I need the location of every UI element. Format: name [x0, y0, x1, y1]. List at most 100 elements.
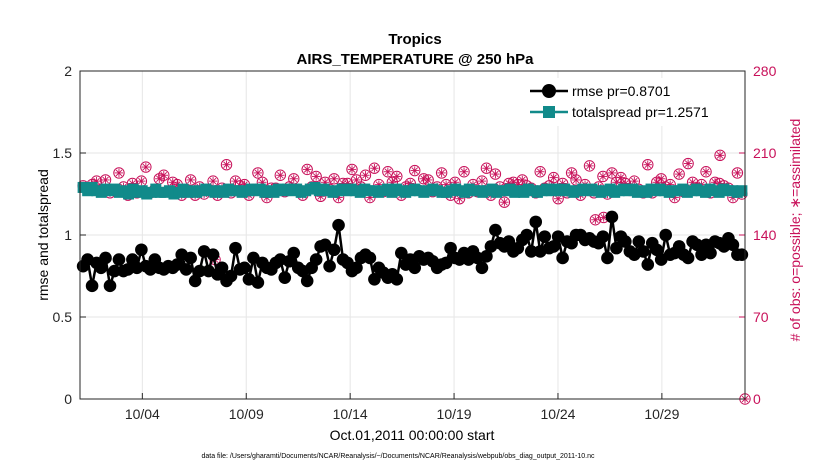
rmse-point: [726, 238, 740, 252]
obs-count-point: [409, 164, 421, 177]
obs-count-point: [589, 214, 602, 226]
obs-count-point: [422, 174, 434, 186]
obs-count-point: [615, 171, 627, 184]
obs-count-point: [516, 174, 528, 186]
right-tick-label: 70: [753, 309, 769, 325]
rmse-point: [135, 243, 148, 257]
rmse-point: [300, 274, 314, 288]
obs-count-point: [731, 167, 744, 179]
rmse-point: [502, 235, 516, 248]
x-tick-label: 10/24: [540, 406, 575, 422]
plot-frame: [79, 70, 746, 400]
rmse-point: [229, 241, 242, 255]
rmse-point: [408, 261, 422, 275]
rmse-series: [76, 210, 749, 293]
rmse-point: [619, 235, 632, 248]
obs-count-point: [583, 160, 596, 172]
obs-count-point: [655, 173, 667, 185]
obs-count-point: [252, 167, 264, 179]
obs-count-point: [476, 175, 488, 187]
obs-count-point: [274, 169, 286, 181]
rmse-point: [309, 253, 323, 266]
rmse-point: [390, 272, 404, 286]
obs-count-point: [135, 175, 148, 187]
rmse-point: [215, 261, 229, 275]
rmse-point: [529, 215, 543, 229]
y-axis-label: rmse and totalspread: [35, 169, 51, 301]
x-axis-label: Oct.01,2011 00:00:00 start: [330, 427, 495, 443]
totalspread-series: [77, 181, 748, 200]
rmse-point: [179, 263, 193, 276]
rmse-point: [238, 261, 251, 275]
legend-spread-label: totalspread pr=1.2571: [572, 104, 709, 120]
left-tick-label: 2: [64, 63, 72, 79]
obs-count-point: [310, 170, 322, 183]
legend: rmse pr=0.8701 totalspread pr=1.2571: [528, 78, 738, 126]
rmse-point: [650, 243, 664, 257]
legend-box: [528, 78, 738, 126]
rmse-point: [547, 240, 560, 253]
obs-count-point: [480, 162, 493, 174]
obs-count-point: [673, 168, 685, 180]
rmse-point: [103, 279, 117, 293]
obs-count-point: [184, 174, 197, 186]
rmse-point: [332, 218, 345, 232]
rmse-point: [641, 258, 655, 271]
totalspread-point: [736, 185, 748, 197]
rmse-point: [112, 253, 126, 266]
obs-count-point: [458, 166, 470, 178]
obs-count-point: [714, 149, 726, 162]
right-tick-label: 140: [753, 227, 777, 243]
obs-count-point: [288, 173, 300, 185]
rmse-point: [206, 248, 220, 261]
obs-count-point: [606, 167, 618, 179]
rmse-point: [690, 238, 704, 252]
legend-rmse-marker: [542, 84, 556, 98]
obs-count-point: [498, 196, 511, 208]
rmse-point: [193, 264, 206, 278]
chart-title: Tropics: [388, 31, 441, 48]
left-tick-label: 0: [64, 391, 72, 407]
x-tick-label: 10/09: [229, 406, 264, 422]
chart-subtitle: AIRS_TEMPERATURE @ 250 hPa: [297, 51, 535, 68]
rmse-point: [85, 279, 99, 293]
left-tick-label: 1.5: [53, 145, 73, 161]
obs-count-point: [597, 211, 610, 224]
rmse-point: [524, 245, 538, 258]
rmse-point: [605, 210, 619, 224]
rmse-point: [444, 241, 457, 255]
rmse-point: [704, 246, 717, 260]
rmse-point: [556, 251, 569, 265]
data-file-footnote: data file: /Users/gharamti/Documents/NCA…: [201, 453, 595, 460]
legend-spread-marker: [543, 106, 555, 118]
left-tick-label: 1: [64, 227, 72, 243]
obs-count-point: [597, 170, 609, 183]
obs-count-point: [328, 173, 340, 185]
y2-axis-label: # of obs: o=possible; ∗=assimilated: [787, 119, 803, 342]
x-tick-label: 10/29: [644, 406, 679, 422]
rmse-point: [659, 228, 672, 242]
obs-count-point: [682, 157, 694, 170]
rmse-point: [735, 248, 749, 261]
rmse-point: [394, 246, 408, 260]
obs-count-point: [359, 169, 372, 181]
rmse-point: [475, 261, 489, 275]
rmse-point: [224, 269, 238, 283]
rmse-point: [480, 250, 493, 263]
obs-count-point: [642, 159, 654, 171]
rmse-point: [323, 259, 336, 273]
obs-count-point: [435, 167, 448, 179]
obs-count-point: [489, 168, 502, 180]
rmse-point: [251, 276, 265, 289]
rmse-point: [520, 228, 534, 242]
obs-count-point: [113, 167, 125, 179]
right-y-axis: 0 70 140 210 280: [739, 63, 777, 407]
rmse-point: [538, 230, 552, 243]
rmse-point: [94, 261, 108, 275]
rmse-point: [681, 251, 695, 265]
rmse-point: [278, 271, 292, 284]
rmse-point: [489, 223, 502, 237]
obs-count-point: [220, 159, 233, 171]
rmse-point: [636, 245, 650, 258]
rmse-point: [350, 261, 363, 275]
